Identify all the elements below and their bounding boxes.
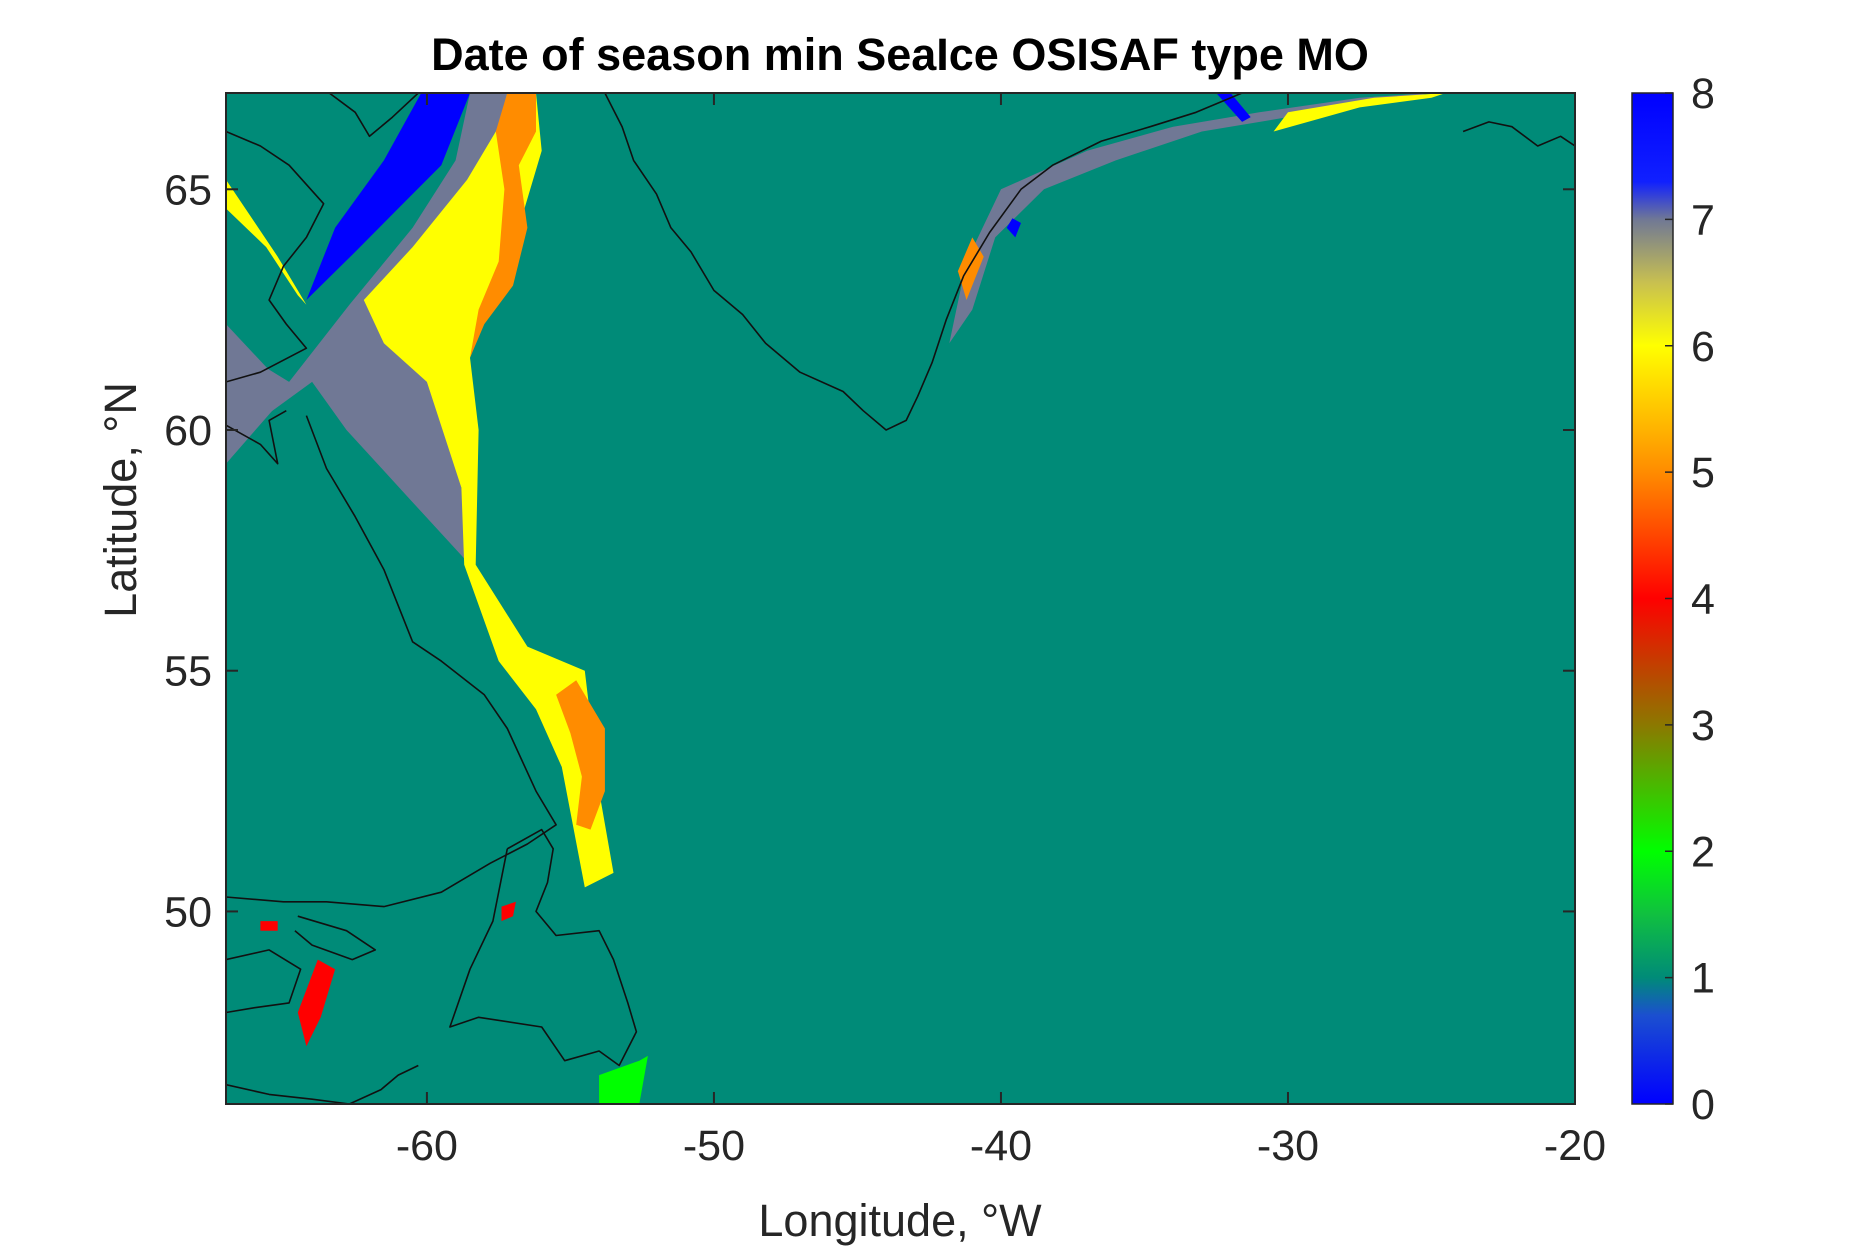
coastline-anticosti-island xyxy=(294,915,377,961)
coastline-baffin-north-coast xyxy=(328,93,419,138)
coastline-gaspe-coast xyxy=(226,949,302,1014)
y-axis-label: Latitude, °N xyxy=(95,382,146,618)
region-hudson-strait-grey xyxy=(226,324,290,464)
colorbar-tick-label: 3 xyxy=(1691,702,1715,750)
colorbar-ticks: 0 1 2 3 4 5 6 7 8 xyxy=(1665,70,1715,1129)
colorbar-tick-label: 2 xyxy=(1691,828,1715,876)
colorbar-tick-label: 1 xyxy=(1691,955,1715,1003)
coastline-labrador-coast xyxy=(226,415,557,908)
colorbar-tick-label: 7 xyxy=(1691,196,1715,244)
region-hudson-strait-yellow xyxy=(226,179,307,305)
region-baffin-bay-blue xyxy=(306,93,470,300)
colorbar-tick-label: 0 xyxy=(1691,1081,1715,1129)
x-tick-label: -30 xyxy=(1257,1122,1319,1170)
region-greenland-east-yellow xyxy=(1273,93,1446,132)
coastline-baffin-coast xyxy=(226,130,325,383)
coastline-nova-scotia-coast xyxy=(226,1064,419,1104)
coastline-greenland-coast xyxy=(604,93,1243,431)
region-lake-red xyxy=(501,901,516,922)
region-labrador-shelf-orange-south xyxy=(556,680,605,830)
coastline-quebec-coast xyxy=(226,410,287,465)
colorbar-tick-label: 5 xyxy=(1691,449,1715,497)
plot-frame xyxy=(225,92,1576,1105)
coastlines-layer xyxy=(226,93,1575,1104)
colorbar-tick-label: 4 xyxy=(1691,576,1715,624)
region-labrador-shelf-yellow xyxy=(363,93,614,888)
ice-regions-layer xyxy=(226,93,1446,1104)
region-gulf-stlawrence-red-2 xyxy=(260,921,278,931)
y-tick-label: 50 xyxy=(164,888,212,936)
x-tick-label: -20 xyxy=(1544,1122,1606,1170)
coastline-iceland-coast xyxy=(1462,121,1575,147)
colorbar-tick-label: 6 xyxy=(1691,323,1715,371)
y-tick-label: 60 xyxy=(164,407,212,455)
region-gulf-stlawrence-red-1 xyxy=(297,959,336,1047)
region-labrador-shelf-orange-north xyxy=(470,93,536,358)
coastline-newfoundland-coast xyxy=(449,828,638,1067)
colorbar-tick-label: 8 xyxy=(1691,70,1715,118)
y-tick-label: 55 xyxy=(164,648,212,696)
region-south-green xyxy=(599,1055,648,1104)
colorbar: 0 1 2 3 4 5 6 7 8 xyxy=(1631,70,1715,1129)
x-tick-label: -50 xyxy=(683,1122,745,1170)
chart-title: Date of season min SeaIce OSISAF type MO xyxy=(431,29,1369,80)
x-axis: -60 -50 -40 -30 -20 xyxy=(396,93,1606,1170)
y-tick-label: 65 xyxy=(164,166,212,214)
x-tick-label: -40 xyxy=(970,1122,1032,1170)
y-axis: 50 55 60 65 xyxy=(164,166,1575,936)
plot-area xyxy=(225,92,1576,1105)
x-axis-label: Longitude, °W xyxy=(758,1195,1042,1246)
x-tick-label: -60 xyxy=(396,1122,458,1170)
region-greenland-east-blue-2 xyxy=(1006,218,1021,238)
